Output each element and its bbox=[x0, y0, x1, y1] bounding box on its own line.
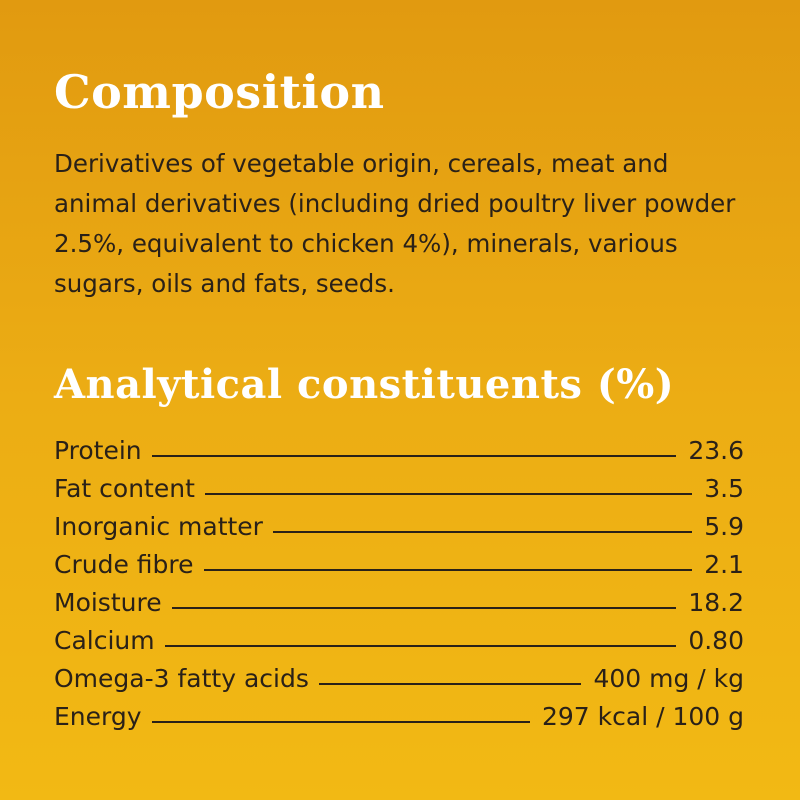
analytical-constituents-heading: Analytical constituents (%) bbox=[54, 361, 675, 408]
leader-line bbox=[203, 569, 693, 571]
constituent-name: Protein bbox=[54, 436, 142, 465]
constituent-value: 3.5 bbox=[704, 474, 744, 503]
leader-line bbox=[151, 455, 677, 457]
nutrition-panel: Composition Derivatives of vegetable ori… bbox=[54, 0, 744, 800]
composition-heading: Composition bbox=[54, 65, 385, 119]
leader-line bbox=[171, 607, 677, 609]
constituent-value: 18.2 bbox=[688, 588, 744, 617]
constituent-value: 297 kcal / 100 g bbox=[541, 702, 744, 731]
leader-line bbox=[151, 721, 530, 723]
composition-text: Derivatives of vegetable origin, cereals… bbox=[54, 149, 736, 298]
constituent-row-inorganic-matter: Inorganic matter 5.9 bbox=[54, 512, 744, 550]
constituent-value: 5.9 bbox=[704, 512, 744, 541]
constituent-row-moisture: Moisture 18.2 bbox=[54, 588, 744, 626]
constituent-value: 2.1 bbox=[704, 550, 744, 579]
leader-line bbox=[204, 493, 693, 495]
constituents-list: Protein 23.6 Fat content 3.5 Inorganic m… bbox=[54, 436, 744, 740]
constituent-name: Energy bbox=[54, 702, 142, 731]
constituent-value: 0.80 bbox=[688, 626, 744, 655]
constituent-row-protein: Protein 23.6 bbox=[54, 436, 744, 474]
constituent-name: Inorganic matter bbox=[54, 512, 263, 541]
constituent-row-omega-3: Omega-3 fatty acids 400 mg / kg bbox=[54, 664, 744, 702]
constituent-name: Fat content bbox=[54, 474, 195, 503]
constituent-name: Omega-3 fatty acids bbox=[54, 664, 309, 693]
constituent-row-fat-content: Fat content 3.5 bbox=[54, 474, 744, 512]
constituent-row-energy: Energy 297 kcal / 100 g bbox=[54, 702, 744, 740]
constituent-name: Crude fibre bbox=[54, 550, 194, 579]
constituent-value: 23.6 bbox=[688, 436, 744, 465]
leader-line bbox=[272, 531, 693, 533]
leader-line bbox=[164, 645, 677, 647]
constituent-value: 400 mg / kg bbox=[593, 664, 744, 693]
constituent-row-crude-fibre: Crude fibre 2.1 bbox=[54, 550, 744, 588]
constituent-name: Calcium bbox=[54, 626, 155, 655]
constituent-row-calcium: Calcium 0.80 bbox=[54, 626, 744, 664]
leader-line bbox=[318, 683, 582, 685]
constituent-name: Moisture bbox=[54, 588, 162, 617]
